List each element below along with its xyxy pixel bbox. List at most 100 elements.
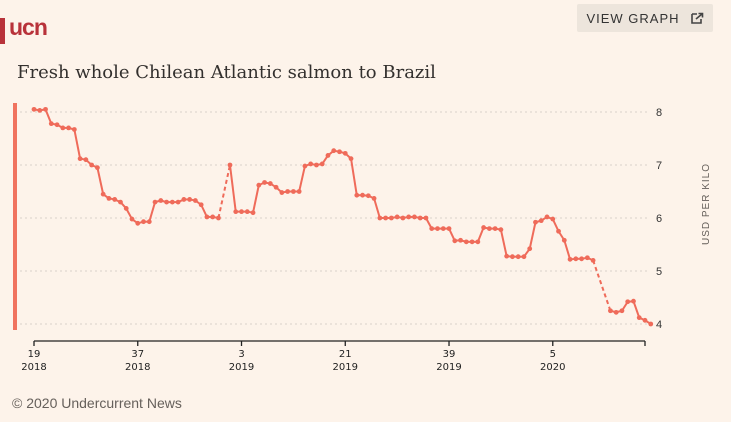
data-point (550, 216, 556, 222)
data-point (135, 220, 141, 226)
copyright-footer: © 2020 Undercurrent News (12, 395, 182, 411)
data-point (533, 219, 538, 225)
data-point (573, 256, 579, 262)
data-point (100, 191, 106, 197)
x-tick-week: 5 (550, 349, 556, 360)
series-segment (44, 108, 53, 125)
series-segment (563, 239, 572, 260)
data-point (348, 156, 354, 162)
series-segment (73, 129, 82, 159)
data-point (423, 215, 429, 221)
data-point (544, 214, 550, 220)
data-point (515, 254, 521, 260)
data-point (337, 149, 342, 155)
data-point (169, 199, 175, 205)
data-point (417, 215, 423, 221)
data-point (579, 256, 584, 262)
x-tick-week: 21 (339, 349, 352, 360)
data-point (158, 198, 164, 203)
data-point (371, 195, 377, 201)
data-point (435, 226, 440, 232)
series-gap-segment (592, 260, 612, 312)
data-point (83, 157, 89, 163)
data-point (510, 254, 515, 260)
data-point (106, 195, 112, 201)
chart-accent-bar (13, 103, 17, 330)
data-point (458, 237, 463, 243)
data-point (89, 162, 95, 168)
x-tick-week: 37 (131, 349, 144, 360)
series-segment (528, 222, 537, 249)
data-point (31, 106, 37, 112)
view-graph-label: VIEW GRAPH (586, 10, 680, 26)
data-point (216, 215, 221, 221)
external-share-icon (690, 12, 703, 24)
x-axis: 19 2018 37 2018 3 2019 21 2019 39 2019 5 2020 (21, 340, 646, 373)
y-tick-label: 8 (656, 107, 662, 119)
data-point (187, 197, 193, 202)
series-points (31, 106, 654, 327)
data-point (118, 199, 123, 205)
data-point (446, 226, 452, 232)
data-point (648, 321, 654, 327)
data-point (175, 199, 181, 205)
data-point (463, 239, 469, 245)
data-point (440, 226, 446, 232)
data-point (256, 182, 262, 188)
y-axis-ticks: 8 7 6 5 4 (656, 107, 662, 331)
data-point (279, 190, 285, 195)
x-tick-week: 39 (443, 349, 456, 360)
data-point (164, 199, 169, 205)
x-tick-year: 2019 (436, 362, 461, 373)
data-point (123, 206, 129, 211)
view-graph-button[interactable]: VIEW GRAPH (577, 4, 713, 32)
ucn-logo[interactable]: ucn (9, 14, 48, 40)
data-point (342, 150, 348, 156)
data-point (71, 127, 77, 132)
series-lines (33, 108, 652, 325)
data-point (590, 258, 596, 263)
x-tick-week: 19 (28, 349, 41, 360)
data-point (233, 209, 239, 215)
data-point (412, 214, 417, 220)
chart-title: Fresh whole Chilean Atlantic salmon to B… (17, 62, 436, 83)
series-segment (148, 201, 157, 222)
data-point (244, 209, 250, 215)
data-point (250, 210, 256, 216)
data-point (43, 106, 48, 112)
data-point (527, 246, 533, 252)
data-point (319, 161, 325, 167)
data-point (192, 198, 198, 203)
data-point (146, 219, 152, 225)
series-segment (476, 227, 485, 243)
data-point (314, 162, 319, 168)
data-point (642, 317, 648, 323)
data-point (95, 165, 100, 171)
y-tick-label: 7 (656, 160, 662, 172)
data-point (129, 216, 135, 222)
data-point (302, 163, 308, 169)
y-axis-label: USD PER KILO (701, 162, 712, 245)
y-tick-label: 4 (656, 319, 662, 331)
data-point (181, 197, 187, 202)
data-point (262, 180, 267, 185)
data-point (383, 215, 389, 221)
data-point (66, 125, 71, 131)
series-segment (350, 158, 358, 196)
data-point (60, 125, 66, 131)
brand-bar (0, 18, 5, 44)
data-point (198, 202, 204, 208)
data-point (48, 121, 54, 127)
data-point (273, 184, 279, 190)
data-point (377, 215, 383, 221)
series-segment (96, 167, 105, 195)
data-point (325, 153, 331, 158)
data-point (469, 239, 475, 245)
data-point (210, 214, 216, 220)
data-point (492, 226, 498, 232)
data-point (498, 227, 504, 233)
y-tick-label: 6 (656, 213, 662, 225)
data-point (331, 148, 337, 154)
series-segment (373, 198, 381, 219)
